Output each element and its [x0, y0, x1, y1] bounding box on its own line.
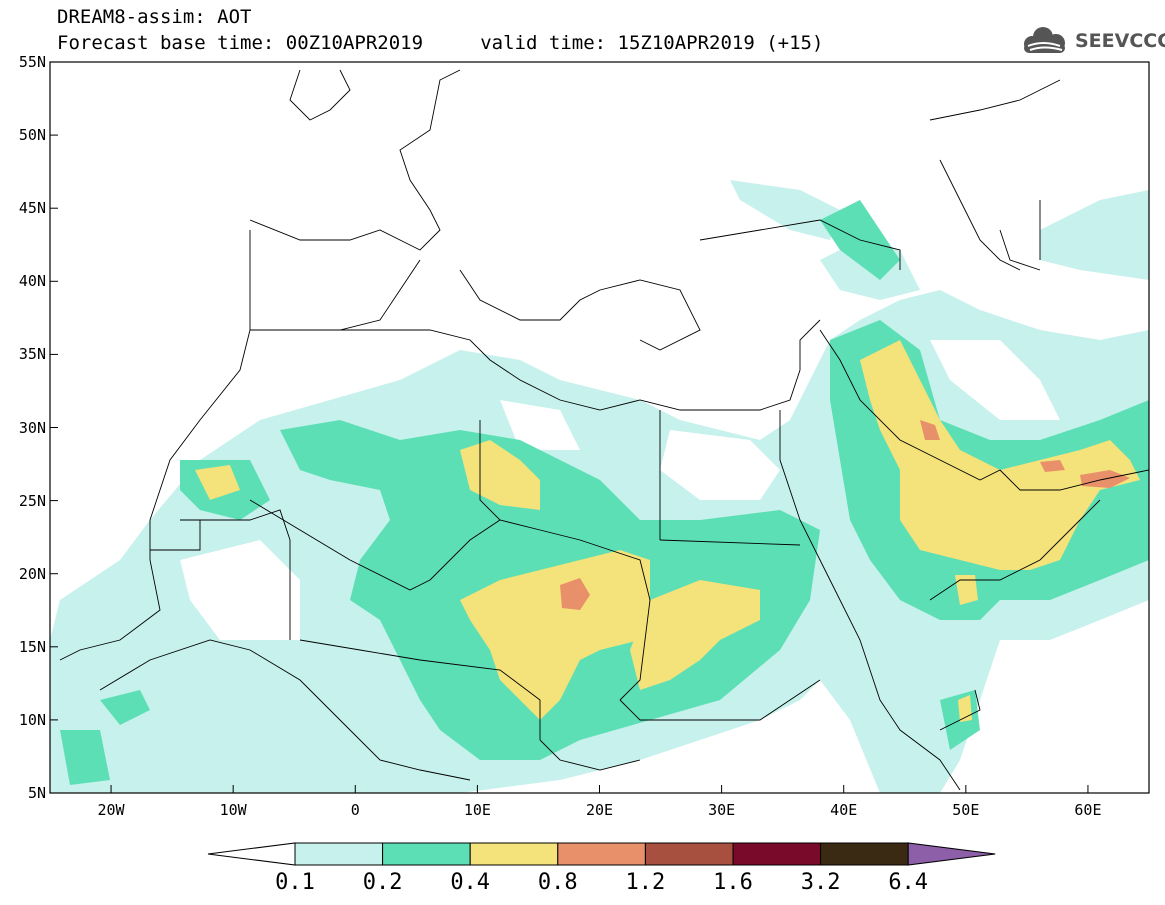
seevccc-logo: [1024, 27, 1065, 53]
lon-label: 20E: [585, 801, 614, 819]
colorbar-over-arrow: [907, 842, 996, 866]
colorbar-under-arrow: [207, 842, 296, 866]
lon-label: 40E: [830, 801, 858, 819]
lon-label: 20W: [97, 801, 125, 819]
colorbar-label: 0.1: [275, 870, 315, 895]
colorbar-label: 6.4: [888, 870, 929, 895]
lat-label: 50N: [18, 126, 46, 145]
lon-label: 60E: [1074, 801, 1102, 819]
forecast-time-line: Forecast base time: 00Z10APR2019 valid t…: [57, 32, 824, 54]
colorbar-box: [382, 842, 471, 866]
colorbar-label: 0.4: [450, 870, 491, 895]
lat-label: 10N: [18, 710, 46, 729]
lon-label: 10W: [219, 801, 247, 819]
lat-label: 5N: [27, 784, 46, 802]
lat-label: 15N: [18, 637, 46, 656]
lat-label: 40N: [18, 272, 46, 291]
lat-label: 45N: [18, 199, 46, 218]
lon-label: 50E: [952, 801, 980, 819]
lat-label: 35N: [18, 345, 46, 364]
logo-text: SEEVCCC: [1075, 30, 1165, 52]
lon-label: 0: [350, 801, 360, 819]
colorbar-label: 1.2: [625, 870, 666, 895]
colorbar-box: [644, 842, 734, 866]
colorbar-box: [557, 842, 646, 866]
colorbar-box: [820, 842, 909, 866]
coastlines: [59, 69, 1149, 791]
colorbar-box: [294, 842, 384, 866]
map-title: DREAM8-assim: AOT: [57, 6, 252, 28]
lat-label: 20N: [18, 564, 46, 583]
lon-label: 10E: [463, 801, 491, 819]
colorbar-label: 0.8: [537, 870, 578, 895]
colorbar-label: 0.2: [362, 870, 403, 895]
colorbar-label: 1.6: [713, 870, 753, 895]
colorbar-label: 3.2: [800, 870, 841, 895]
axis-ticks: [50, 61, 1089, 794]
lat-label: 30N: [18, 418, 46, 437]
colorbar-box: [732, 842, 822, 866]
lat-label: 25N: [18, 491, 46, 510]
aot-contours: [50, 180, 1149, 793]
lon-label: 30E: [708, 801, 736, 819]
colorbar-box: [469, 842, 559, 866]
lat-label: 55N: [18, 53, 46, 71]
